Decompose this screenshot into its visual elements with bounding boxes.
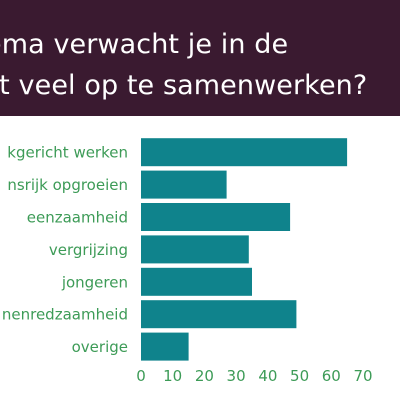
question-line-1: ema verwacht je in de — [0, 29, 289, 60]
category-label-5: nenredzaamheid — [2, 306, 128, 324]
bar-1 — [141, 170, 227, 199]
bar-0 — [141, 138, 348, 167]
category-label-1: nsrijk opgroeien — [7, 176, 128, 194]
bar-5 — [141, 300, 297, 329]
bar-3 — [141, 235, 249, 264]
bars-group — [141, 138, 348, 361]
category-labels-group: kgericht werken nsrijk opgroeien eenzaamhe… — [2, 144, 128, 356]
chart-header: ema verwacht je in de st veel op te same… — [0, 0, 400, 116]
category-label-2: eenzaamheid — [27, 209, 128, 227]
x-tick-label-3: 30 — [227, 367, 246, 385]
category-label-4: jongeren — [61, 273, 128, 291]
bar-4 — [141, 267, 252, 296]
question-line-2: st veel op te samenwerken? — [0, 70, 368, 101]
category-label-6: overige — [72, 338, 128, 356]
x-tick-label-7: 70 — [353, 367, 372, 385]
x-tick-label-5: 50 — [290, 367, 309, 385]
x-tick-label-6: 60 — [322, 367, 341, 385]
category-label-3: vergrijzing — [49, 241, 128, 259]
bar-chart: kgericht werken nsrijk opgroeien eenzaamhe… — [2, 138, 373, 385]
bar-2 — [141, 203, 291, 231]
x-tick-label-0: 0 — [136, 367, 146, 385]
x-tick-label-4: 40 — [258, 367, 277, 385]
x-tick-label-1: 10 — [163, 367, 182, 385]
x-tick-label-2: 20 — [195, 367, 214, 385]
category-label-0: kgericht werken — [7, 144, 128, 162]
x-tick-labels-group: 0 10 20 30 40 50 60 70 — [136, 367, 372, 385]
bar-6 — [141, 332, 189, 361]
